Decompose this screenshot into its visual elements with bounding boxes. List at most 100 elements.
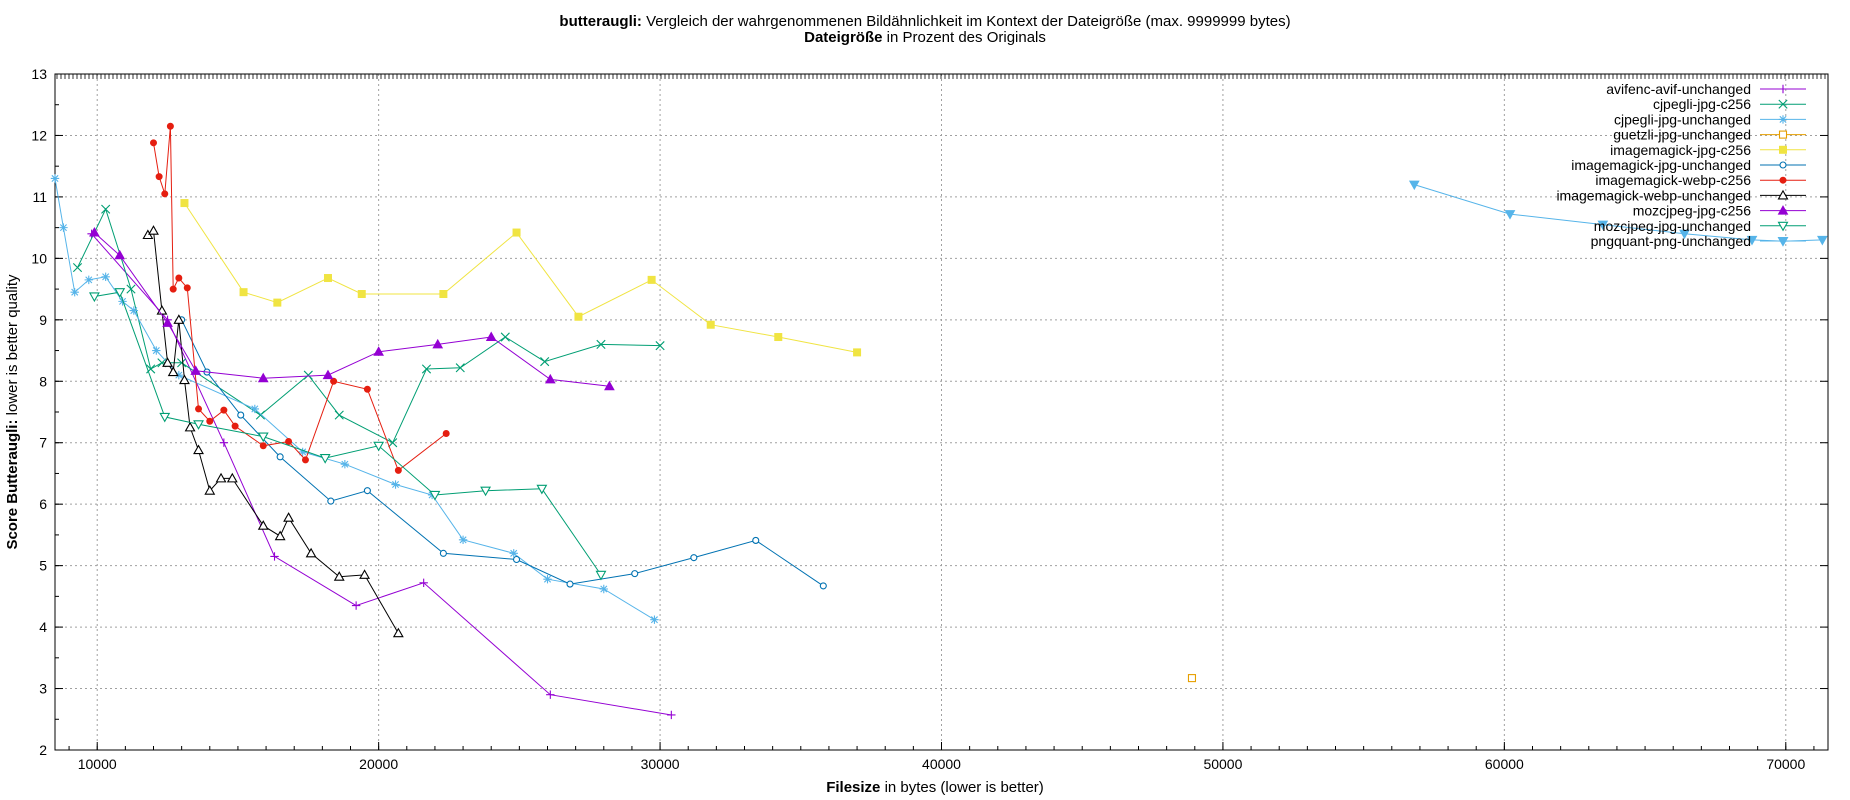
x-tick-label: 50000	[1203, 756, 1242, 772]
data-point	[599, 584, 608, 594]
legend: avifenc-avif-unchangedcjpegli-jpg-c256cj…	[1556, 81, 1806, 249]
data-point	[274, 530, 286, 541]
data-point	[319, 454, 331, 464]
y-tick-label: 9	[39, 312, 47, 328]
data-point	[357, 290, 366, 299]
data-point	[285, 437, 293, 445]
chart-title-bold: butteraugli:	[559, 13, 642, 30]
data-point	[650, 615, 659, 624]
series-line	[181, 319, 824, 587]
data-point	[50, 174, 60, 183]
series-imagemagick-webp-c256	[150, 122, 450, 474]
y-tick-label: 12	[31, 127, 47, 143]
x-axis-label: Filesize in bytes (lower is better)	[826, 779, 1044, 796]
data-point	[190, 365, 202, 375]
y-tick-label: 8	[39, 373, 47, 389]
legend-marker	[1777, 221, 1789, 232]
legend-label: imagemagick-webp-c256	[1595, 172, 1751, 188]
data-point	[179, 374, 190, 385]
data-point	[1746, 235, 1758, 246]
data-point	[177, 358, 187, 368]
series-cjpegli-jpg-unchanged	[50, 174, 659, 624]
legend-label: cjpegli-jpg-unchanged	[1614, 111, 1751, 127]
data-point	[206, 417, 214, 425]
data-point	[439, 549, 447, 557]
data-point	[231, 422, 239, 430]
legend-label: imagemagick-webp-unchanged	[1556, 187, 1751, 203]
y-axis-label-bold: Score Butteraugli:	[4, 420, 21, 550]
legend-label: mozcjpeg-jpg-unchanged	[1594, 218, 1751, 234]
data-point	[257, 372, 269, 383]
data-point	[159, 412, 171, 423]
legend-item: imagemagick-webp-unchanged	[1556, 187, 1806, 203]
data-point	[114, 288, 126, 298]
data-point	[363, 385, 371, 393]
x-tick-label: 40000	[922, 756, 961, 772]
data-point	[152, 346, 161, 355]
series-mozcjpeg-jpg-unchanged	[88, 288, 607, 581]
data-point	[148, 225, 159, 235]
data-point	[512, 555, 521, 564]
x-tick-label: 30000	[641, 756, 680, 772]
data-point	[1504, 210, 1516, 220]
data-point	[604, 380, 615, 391]
data-point	[655, 341, 665, 351]
data-point	[853, 348, 862, 357]
data-point	[351, 601, 361, 610]
data-point	[215, 472, 227, 483]
chart-title: butteraugli: Vergleich der wahrgenommene…	[559, 13, 1290, 30]
data-point	[432, 338, 444, 349]
data-point	[566, 580, 574, 588]
data-point	[270, 552, 279, 561]
data-point	[327, 497, 335, 505]
data-point	[237, 411, 245, 419]
series-guetzli-jpg-unchanged	[1187, 674, 1197, 683]
data-point	[70, 287, 79, 297]
series-imagemagick-jpg-c256	[180, 199, 862, 357]
data-point	[220, 406, 228, 414]
data-point	[1679, 229, 1690, 240]
data-point	[183, 284, 191, 292]
y-tick-label: 3	[39, 681, 47, 697]
y-tick-label: 2	[39, 742, 47, 758]
data-point	[193, 444, 204, 455]
x-tick-label: 10000	[78, 756, 117, 772]
legend-label: mozcjpeg-jpg-c256	[1633, 203, 1751, 219]
data-point	[359, 569, 371, 579]
chart-subtitle-bold: Dateigröße	[804, 29, 882, 46]
data-point	[150, 139, 157, 147]
legend-label: cjpegli-jpg-c256	[1653, 96, 1751, 112]
legend-marker	[1777, 189, 1789, 200]
legend-label: guetzli-jpg-unchanged	[1613, 127, 1751, 143]
x-axis-label-bold: Filesize	[826, 779, 880, 796]
data-point	[195, 405, 203, 413]
data-point	[330, 377, 338, 385]
legend-label: pngquant-png-unchanged	[1591, 233, 1751, 249]
data-point	[631, 570, 639, 578]
legend-marker	[1777, 205, 1789, 215]
data-point	[180, 199, 189, 208]
data-point	[363, 487, 371, 495]
legend-label: imagemagick-jpg-c256	[1610, 142, 1751, 158]
data-point	[819, 582, 827, 590]
legend-marker	[1777, 237, 1789, 247]
data-point	[485, 331, 497, 342]
data-point	[89, 227, 100, 237]
series-imagemagick-jpg-unchanged	[178, 316, 827, 590]
data-point	[667, 710, 676, 720]
data-point	[419, 578, 428, 588]
data-point	[184, 421, 196, 432]
data-point	[162, 357, 174, 367]
y-tick-label: 13	[31, 66, 47, 82]
legend-item: avifenc-avif-unchanged	[1606, 81, 1806, 97]
data-point	[647, 275, 656, 284]
legend-item: imagemagick-webp-c256	[1595, 172, 1806, 188]
chart-subtitle: Dateigröße in Prozent des Originals	[804, 29, 1046, 46]
legend-label: imagemagick-jpg-unchanged	[1571, 157, 1751, 173]
legend-marker	[1778, 84, 1788, 94]
data-point	[512, 228, 521, 237]
data-point	[169, 285, 177, 293]
grid-layer	[55, 73, 1828, 751]
data-point	[146, 364, 156, 374]
data-point	[59, 223, 68, 232]
